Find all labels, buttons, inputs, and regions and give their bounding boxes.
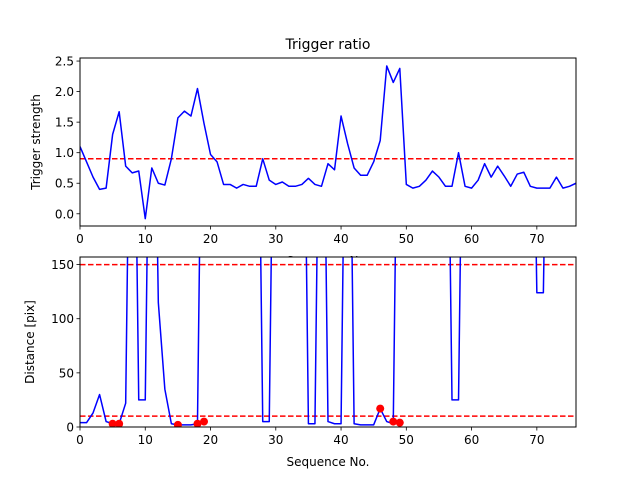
plot-frame [79,57,577,227]
data-point-marker [200,417,208,426]
x-tick-label: 40 [333,232,348,246]
x-tick-label: 30 [268,232,283,246]
chart-title: Trigger ratio [284,37,370,53]
x-tick-label: 60 [464,232,479,246]
y-tick-label: 100 [51,312,74,326]
x-tick-label: 70 [529,232,544,246]
x-tick-label: 60 [464,433,479,447]
x-tick-label: 50 [399,232,414,246]
series-line [80,65,576,220]
data-point-marker [108,419,117,427]
x-tick-label: 50 [399,433,414,447]
y-tick-label: 2.5 [55,55,74,69]
y-tick-label: 0.5 [55,177,74,191]
series-line [80,257,545,426]
data-point-marker [389,417,398,426]
distance-chart: 0 10 20 30 40 50 60 70 0 50 100 150 Sequence No. D… [23,256,577,469]
data-point-marker [173,420,182,427]
y-tick-label: 1.0 [55,146,74,160]
y-axis-label: Trigger strength [29,94,43,191]
y-tick-label: 1.5 [55,116,74,130]
x-axis-label: Sequence No. [287,455,370,469]
y-tick-label: 2.0 [55,85,74,99]
y-tick-label: 150 [51,258,74,272]
x-tick-label: 10 [138,433,153,447]
x-tick-label: 20 [203,232,218,246]
plot-frame [79,256,577,428]
data-point-marker [115,419,124,427]
data-point-marker [376,404,385,413]
x-tick-label: 20 [203,433,218,447]
x-tick-label: 70 [529,433,544,447]
x-tick-label: 40 [333,433,348,447]
y-tick-label: 50 [59,366,74,380]
data-point-marker [193,419,202,427]
y-tick-label: 0.0 [55,207,74,221]
data-point-marker [395,418,404,427]
trigger-ratio-chart: Trigger ratio 0 10 20 30 40 50 60 70 0.0 0.5 1.0 1… [29,37,577,268]
x-tick-label: 0 [76,232,84,246]
y-axis-label: Distance [pix] [23,300,37,384]
x-tick-label: 30 [268,433,283,447]
y-tick-label: 0 [66,421,74,435]
x-tick-label: 0 [76,433,84,447]
x-tick-label: 10 [138,232,153,246]
